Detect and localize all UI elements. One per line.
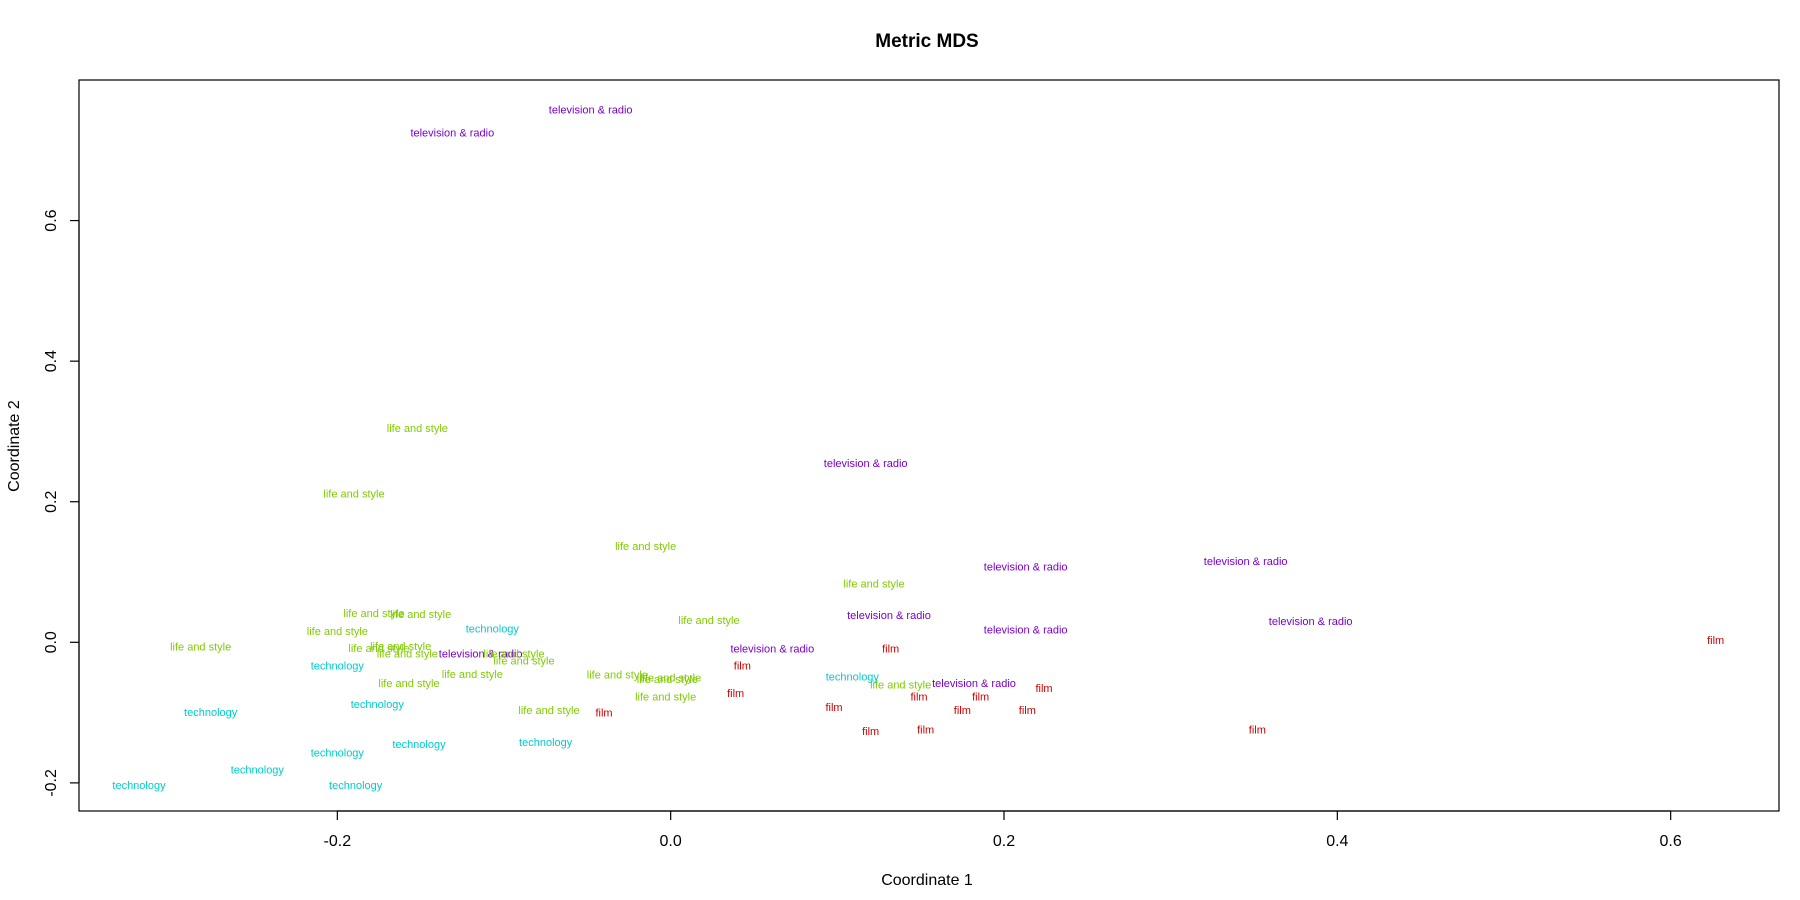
point-label: film bbox=[882, 644, 899, 656]
point-label: film bbox=[954, 705, 971, 717]
point-label: life and style bbox=[370, 641, 431, 653]
point-label: life and style bbox=[307, 626, 368, 638]
point-label: television & radio bbox=[1204, 556, 1288, 568]
point-label: life and style bbox=[387, 423, 448, 435]
point-label: film bbox=[917, 724, 934, 736]
point-label: film bbox=[825, 702, 842, 714]
point-label: technology bbox=[519, 737, 573, 749]
point-label: life and style bbox=[678, 615, 739, 627]
point-label: television & radio bbox=[730, 644, 814, 656]
point-label: life and style bbox=[587, 670, 648, 682]
point-label: life and style bbox=[442, 669, 503, 681]
x-tick-label: 0.4 bbox=[1326, 833, 1348, 850]
point-label: life and style bbox=[493, 656, 554, 668]
point-label: life and style bbox=[483, 649, 544, 661]
point-label: life and style bbox=[635, 691, 696, 703]
point-label: television & radio bbox=[824, 458, 908, 470]
x-tick-label: 0.0 bbox=[660, 833, 682, 850]
point-label: life and style bbox=[615, 541, 676, 553]
y-axis-label: Coordinate 2 bbox=[6, 400, 23, 492]
point-label: television & radio bbox=[549, 105, 633, 117]
point-label: technology bbox=[311, 748, 365, 760]
point-label: film bbox=[1707, 635, 1724, 647]
point-label: film bbox=[1019, 705, 1036, 717]
point-label: life and style bbox=[377, 649, 438, 661]
point-label: life and style bbox=[390, 609, 451, 621]
y-tick-label: 0.2 bbox=[43, 491, 60, 513]
point-label: life and style bbox=[348, 643, 409, 655]
point-labels: television & radio television & radio tele… bbox=[112, 105, 1724, 792]
point-label: technology bbox=[112, 780, 166, 792]
point-label: life and style bbox=[170, 642, 231, 654]
point-label: technology bbox=[184, 707, 238, 719]
x-axis-label: Coordinate 1 bbox=[881, 872, 973, 889]
point-label: technology bbox=[311, 661, 365, 673]
point-label: life and style bbox=[843, 578, 904, 590]
point-label: film bbox=[910, 691, 927, 703]
x-tick-label: -0.2 bbox=[324, 833, 352, 850]
point-label: life and style bbox=[640, 672, 701, 684]
point-label: technology bbox=[826, 672, 880, 684]
y-tick-label: 0.6 bbox=[43, 209, 60, 231]
y-tick-label: 0.0 bbox=[43, 631, 60, 653]
point-label: television & radio bbox=[1269, 616, 1353, 628]
point-label: technology bbox=[392, 739, 446, 751]
x-tick-label: 0.6 bbox=[1660, 833, 1682, 850]
point-label: television & radio bbox=[410, 128, 494, 140]
point-label: technology bbox=[329, 780, 383, 792]
point-label: film bbox=[972, 691, 989, 703]
point-label: television & radio bbox=[984, 625, 1068, 637]
point-label: film bbox=[734, 661, 751, 673]
point-label: television & radio bbox=[439, 649, 523, 661]
point-label: film bbox=[1249, 724, 1266, 736]
x-axis: -0.2 0.0 0.2 0.4 0.6 bbox=[324, 810, 1682, 850]
point-label: life and style bbox=[323, 488, 384, 500]
point-label: film bbox=[727, 688, 744, 700]
point-label: television & radio bbox=[932, 678, 1016, 690]
point-label: technology bbox=[231, 765, 285, 777]
plot-frame bbox=[78, 79, 1780, 812]
y-tick-label: -0.2 bbox=[43, 769, 60, 797]
point-label: film bbox=[595, 708, 612, 720]
point-label: life and style bbox=[343, 608, 404, 620]
y-axis: -0.2 0.0 0.2 0.4 0.6 bbox=[43, 209, 80, 797]
point-label: technology bbox=[466, 623, 520, 635]
point-label: television & radio bbox=[984, 561, 1068, 573]
point-label: film bbox=[1035, 683, 1052, 695]
point-label: technology bbox=[351, 699, 405, 711]
chart-title: Metric MDS bbox=[875, 31, 978, 52]
point-label: life and style bbox=[637, 674, 698, 686]
y-tick-label: 0.4 bbox=[43, 350, 60, 372]
point-label: television & radio bbox=[847, 610, 931, 622]
point-label: film bbox=[862, 726, 879, 738]
point-label: life and style bbox=[870, 679, 931, 691]
point-label: life and style bbox=[378, 678, 439, 690]
x-tick-label: 0.2 bbox=[993, 833, 1015, 850]
point-label: life and style bbox=[518, 705, 579, 717]
